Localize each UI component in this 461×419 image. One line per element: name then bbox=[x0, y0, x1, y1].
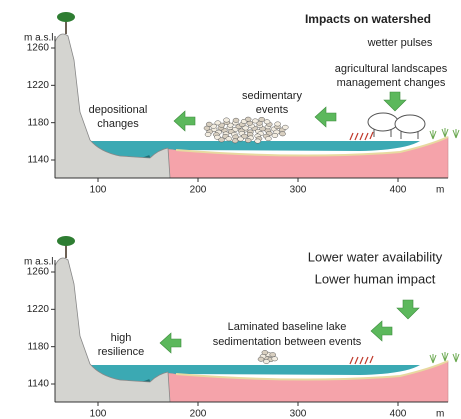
sediment-grain bbox=[270, 353, 276, 357]
panel: m a.s.l.1140118012201260100200300400500m… bbox=[24, 236, 461, 419]
x-tick-label: 100 bbox=[90, 185, 107, 196]
sediment-grain bbox=[282, 125, 288, 129]
annotation: management changes bbox=[337, 77, 446, 89]
annotation: wetter pulses bbox=[367, 37, 433, 49]
sediment-grain bbox=[272, 133, 278, 137]
sediment-grain bbox=[252, 119, 258, 123]
x-tick-label: 400 bbox=[390, 409, 407, 419]
sediment-grain bbox=[238, 137, 244, 141]
sediment-grain bbox=[245, 117, 251, 121]
sediment-grain bbox=[280, 132, 286, 136]
sediment-grain bbox=[219, 138, 225, 142]
annotation: Lower human impact bbox=[315, 271, 436, 286]
panel: m a.s.l.1140118012201260100200300400500m… bbox=[24, 12, 461, 196]
sediment-grain bbox=[272, 357, 278, 361]
crop-row bbox=[350, 356, 373, 364]
diagram: m a.s.l.1140118012201260100200300400500m… bbox=[0, 0, 461, 419]
annotation: events bbox=[256, 104, 289, 116]
y-tick-label: 1260 bbox=[27, 267, 50, 278]
sediment-grain bbox=[275, 122, 281, 126]
sediment-grain bbox=[223, 118, 229, 122]
x-axis-unit: m bbox=[436, 185, 444, 196]
x-tick-label: 300 bbox=[290, 409, 307, 419]
arrow bbox=[371, 321, 392, 341]
x-tick-label: 400 bbox=[390, 185, 407, 196]
sediment-grain bbox=[258, 357, 264, 361]
sediment-grain bbox=[247, 121, 253, 125]
vegetation bbox=[442, 128, 448, 137]
x-tick-label: 300 bbox=[290, 185, 307, 196]
sediment-grain bbox=[264, 120, 270, 124]
arrow bbox=[315, 107, 336, 127]
sediment-grain bbox=[226, 137, 232, 141]
vegetation bbox=[442, 352, 448, 361]
sediment-grain bbox=[265, 136, 271, 140]
tree-crown bbox=[57, 12, 75, 22]
y-tick-label: 1220 bbox=[27, 80, 50, 91]
x-tick-label: 200 bbox=[190, 409, 207, 419]
x-tick-label: 100 bbox=[90, 409, 107, 419]
sediment-grain bbox=[233, 118, 239, 122]
annotation: resilience bbox=[98, 346, 144, 358]
y-tick-label: 1180 bbox=[27, 341, 49, 352]
cliff bbox=[55, 258, 170, 402]
sediment-grain bbox=[263, 359, 269, 363]
vegetation bbox=[430, 130, 436, 139]
annotation: sedimentary bbox=[242, 90, 302, 102]
annotation: high bbox=[111, 332, 132, 344]
x-axis-unit: m bbox=[436, 409, 444, 419]
sediment-grain bbox=[215, 121, 221, 125]
sediment-grain bbox=[232, 139, 238, 143]
annotation: Laminated baseline lake bbox=[228, 321, 347, 333]
arrow bbox=[397, 300, 419, 319]
y-tick-label: 1140 bbox=[27, 379, 49, 390]
crop-row bbox=[350, 132, 373, 140]
y-tick-label: 1140 bbox=[27, 155, 49, 166]
sediment-grain bbox=[255, 139, 261, 143]
arrow bbox=[384, 92, 406, 111]
arrow bbox=[160, 333, 181, 353]
vegetation bbox=[453, 353, 459, 362]
annotation: agricultural landscapes bbox=[335, 63, 448, 75]
y-tick-label: 1180 bbox=[27, 117, 49, 128]
cow bbox=[395, 115, 425, 133]
annotation: changes bbox=[97, 118, 139, 130]
y-tick-label: 1220 bbox=[27, 304, 50, 315]
vegetation bbox=[453, 129, 459, 138]
y-tick-label: 1260 bbox=[27, 43, 50, 54]
heading: Impacts on watershed bbox=[305, 12, 431, 26]
annotation: sedimentation between events bbox=[213, 336, 362, 348]
annotation: Lower water availability bbox=[308, 249, 443, 264]
sediment-grain bbox=[259, 117, 265, 121]
sediment-grain bbox=[205, 132, 211, 136]
x-tick-label: 200 bbox=[190, 185, 207, 196]
cow bbox=[368, 113, 398, 131]
sediment-grain bbox=[206, 122, 212, 126]
arrow bbox=[174, 111, 195, 131]
vegetation bbox=[430, 354, 436, 363]
sediment-grain bbox=[262, 350, 268, 354]
annotation: depositional bbox=[89, 104, 148, 116]
sediment-grain bbox=[245, 138, 251, 142]
tree-crown bbox=[57, 236, 75, 246]
